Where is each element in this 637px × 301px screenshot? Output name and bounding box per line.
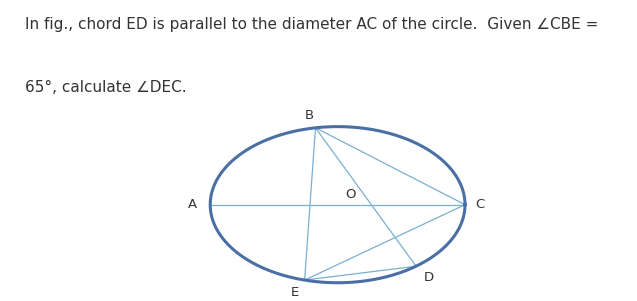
Text: In fig., chord ED is parallel to the diameter AC of the circle.  Given ∠CBE =: In fig., chord ED is parallel to the dia… [25, 17, 599, 32]
Text: D: D [424, 271, 434, 284]
Text: 65°, calculate ∠DEC.: 65°, calculate ∠DEC. [25, 80, 187, 95]
Text: O: O [345, 188, 355, 201]
Text: B: B [304, 109, 313, 122]
Text: E: E [290, 286, 299, 299]
Text: A: A [189, 198, 197, 211]
Text: C: C [475, 198, 485, 211]
